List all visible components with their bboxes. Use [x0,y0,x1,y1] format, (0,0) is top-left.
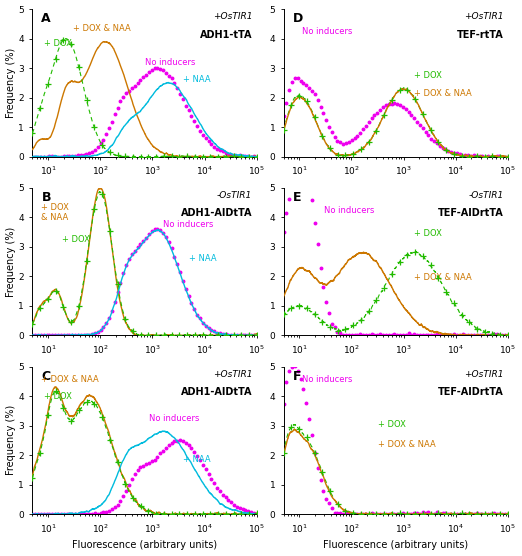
Text: + DOX: + DOX [44,38,72,48]
Text: + DOX: + DOX [378,420,406,429]
Text: ADH1-AIDtTA: ADH1-AIDtTA [181,208,252,219]
Text: + DOX & NAA: + DOX & NAA [41,375,99,384]
Text: No inducers: No inducers [162,220,213,229]
Text: No inducers: No inducers [145,58,195,67]
Text: + NAA: + NAA [183,76,210,85]
Text: TEF-AIDrtTA: TEF-AIDrtTA [437,208,503,219]
Text: +OsTIR1: +OsTIR1 [464,370,503,379]
Text: D: D [292,12,303,25]
Text: + DOX & NAA: + DOX & NAA [378,440,435,449]
Text: No inducers: No inducers [149,414,199,423]
X-axis label: Fluorescence (arbitrary units): Fluorescence (arbitrary units) [72,540,217,550]
Text: + DOX: + DOX [414,229,442,238]
Text: A: A [41,12,51,25]
Y-axis label: Frequency (%): Frequency (%) [6,405,16,475]
Text: No inducers: No inducers [302,375,352,384]
Text: ADH1-tTA: ADH1-tTA [200,29,252,39]
Text: + NAA: + NAA [183,455,210,464]
Y-axis label: Frequency (%): Frequency (%) [6,48,16,118]
X-axis label: Fluorescence (arbitrary units): Fluorescence (arbitrary units) [323,540,468,550]
Text: +OsTIR1: +OsTIR1 [464,12,503,21]
Text: No inducers: No inducers [302,27,352,36]
Text: ADH1-AIDtTA: ADH1-AIDtTA [181,387,252,397]
Text: + DOX & NAA: + DOX & NAA [414,89,471,98]
Text: + DOX: + DOX [62,235,89,244]
Text: C: C [41,370,51,383]
Text: B: B [41,191,51,203]
Text: +OsTIR1: +OsTIR1 [213,12,252,21]
Text: TEF-AIDrtTA: TEF-AIDrtTA [437,387,503,397]
Text: + NAA: + NAA [189,254,217,263]
Text: + DOX & NAA: + DOX & NAA [73,24,130,33]
Text: +OsTIR1: +OsTIR1 [213,370,252,379]
Text: No inducers: No inducers [324,206,374,215]
Text: + DOX & NAA: + DOX & NAA [414,274,471,282]
Text: + DOX: + DOX [44,391,72,401]
Text: -OsTIR1: -OsTIR1 [217,191,252,200]
Y-axis label: Frequency (%): Frequency (%) [6,226,16,297]
Text: -OsTIR1: -OsTIR1 [468,191,503,200]
Text: TEF-rtTA: TEF-rtTA [457,29,503,39]
Text: + DOX: + DOX [414,71,442,80]
Text: E: E [292,191,301,203]
Text: + DOX
& NAA: + DOX & NAA [41,202,69,222]
Text: F: F [292,370,301,383]
